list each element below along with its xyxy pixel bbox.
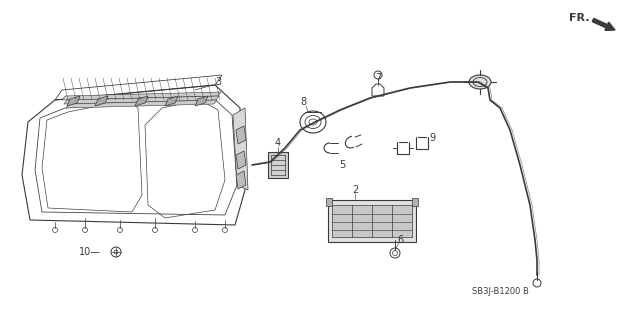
Polygon shape [135, 96, 148, 106]
Text: 7: 7 [375, 73, 381, 83]
Text: 8: 8 [300, 97, 306, 107]
Polygon shape [236, 151, 246, 169]
Bar [412, 198, 418, 206]
Bar [326, 198, 332, 206]
Text: 5: 5 [339, 160, 345, 170]
Text: 9: 9 [429, 133, 435, 143]
Text: 4: 4 [275, 138, 281, 148]
Polygon shape [62, 92, 221, 100]
Text: SB3J-B1200 B: SB3J-B1200 B [472, 287, 529, 296]
Polygon shape [64, 96, 219, 104]
Polygon shape [233, 108, 248, 190]
Polygon shape [236, 171, 246, 189]
Polygon shape [195, 96, 208, 106]
Text: 3: 3 [215, 77, 221, 87]
Bar [332, 205, 412, 237]
Polygon shape [66, 100, 217, 108]
Ellipse shape [469, 75, 491, 89]
Text: 10—: 10— [79, 247, 101, 257]
Text: FR.: FR. [570, 13, 590, 23]
Polygon shape [67, 96, 80, 106]
Polygon shape [268, 152, 288, 178]
Polygon shape [328, 200, 416, 242]
Polygon shape [95, 96, 108, 106]
Text: 2: 2 [352, 185, 358, 195]
Polygon shape [236, 126, 246, 144]
Polygon shape [165, 96, 178, 106]
FancyArrow shape [592, 19, 615, 30]
Text: 6: 6 [397, 235, 403, 245]
